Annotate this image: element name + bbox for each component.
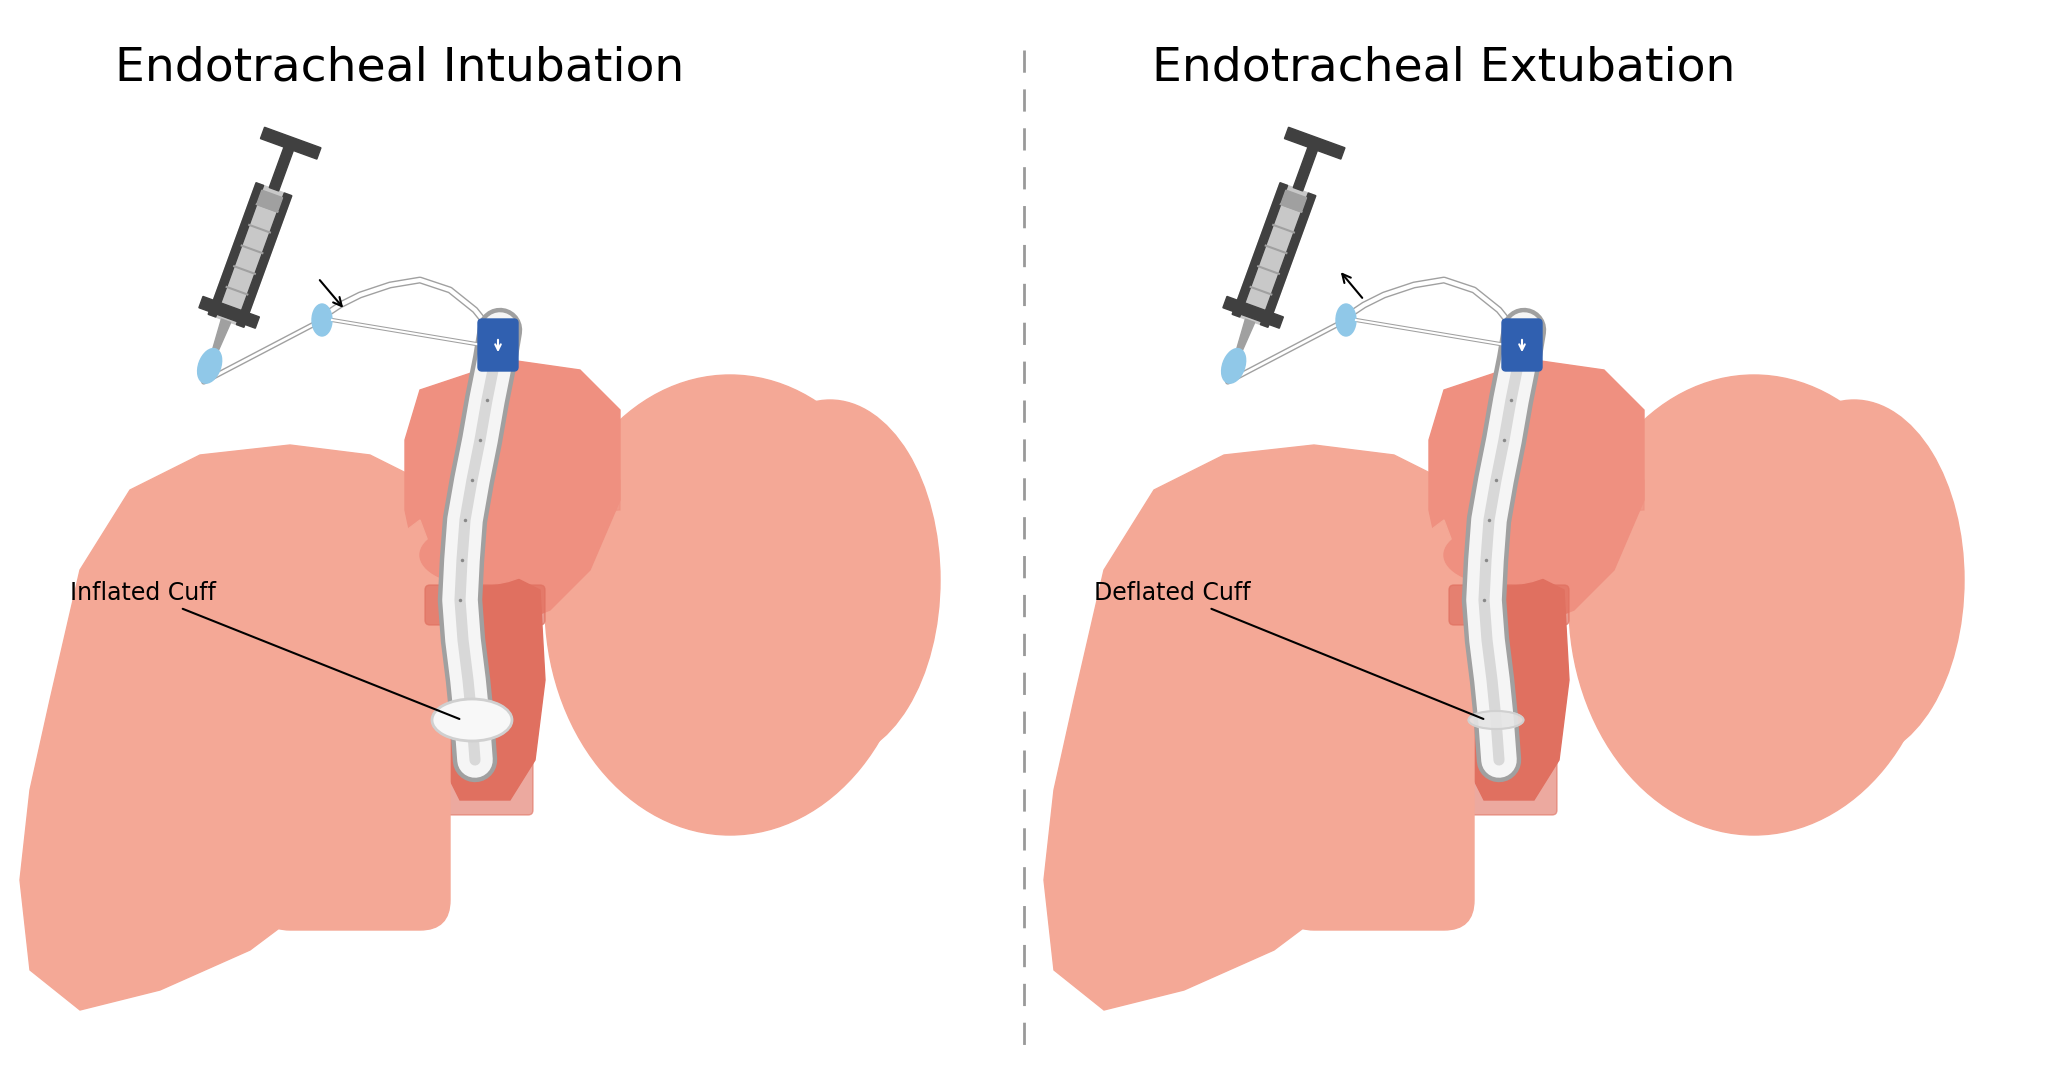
Polygon shape	[1434, 480, 1645, 525]
Ellipse shape	[721, 400, 940, 760]
Polygon shape	[1284, 128, 1346, 159]
Polygon shape	[199, 297, 260, 328]
Ellipse shape	[432, 699, 512, 741]
Ellipse shape	[197, 348, 221, 383]
Ellipse shape	[420, 525, 541, 585]
Text: Inflated Cuff: Inflated Cuff	[70, 581, 459, 719]
Polygon shape	[451, 595, 520, 745]
FancyBboxPatch shape	[260, 570, 451, 930]
Polygon shape	[209, 182, 291, 327]
Polygon shape	[1292, 147, 1317, 191]
Polygon shape	[406, 360, 621, 630]
Polygon shape	[430, 570, 545, 800]
FancyBboxPatch shape	[477, 319, 518, 371]
Polygon shape	[20, 445, 461, 1010]
Ellipse shape	[1468, 711, 1524, 729]
Text: Deflated Cuff: Deflated Cuff	[1094, 581, 1483, 719]
Polygon shape	[260, 128, 322, 159]
Ellipse shape	[545, 375, 915, 835]
Ellipse shape	[1221, 348, 1245, 383]
Ellipse shape	[1745, 400, 1964, 760]
Polygon shape	[268, 147, 293, 191]
Ellipse shape	[1444, 525, 1565, 585]
FancyBboxPatch shape	[1456, 625, 1556, 815]
Text: Endotracheal Intubation: Endotracheal Intubation	[115, 45, 684, 90]
Ellipse shape	[1569, 375, 1939, 835]
FancyBboxPatch shape	[1450, 585, 1569, 625]
Polygon shape	[1233, 182, 1288, 317]
Polygon shape	[213, 319, 231, 349]
Ellipse shape	[1335, 304, 1356, 336]
Polygon shape	[1223, 297, 1284, 328]
Polygon shape	[209, 182, 264, 317]
Polygon shape	[1260, 193, 1315, 327]
FancyBboxPatch shape	[426, 585, 545, 625]
Polygon shape	[1237, 319, 1255, 349]
Polygon shape	[1333, 520, 1458, 810]
Polygon shape	[256, 190, 283, 212]
Text: Endotracheal Extubation: Endotracheal Extubation	[1153, 45, 1737, 90]
Polygon shape	[309, 520, 434, 810]
Polygon shape	[1454, 570, 1569, 800]
Ellipse shape	[311, 304, 332, 336]
FancyBboxPatch shape	[1284, 570, 1475, 930]
Polygon shape	[1475, 595, 1544, 745]
Polygon shape	[1430, 360, 1645, 630]
FancyBboxPatch shape	[1501, 319, 1542, 371]
FancyBboxPatch shape	[432, 625, 532, 815]
Polygon shape	[236, 193, 291, 327]
Polygon shape	[1280, 190, 1307, 212]
Polygon shape	[410, 480, 621, 525]
Polygon shape	[1044, 445, 1485, 1010]
Polygon shape	[1233, 182, 1315, 327]
